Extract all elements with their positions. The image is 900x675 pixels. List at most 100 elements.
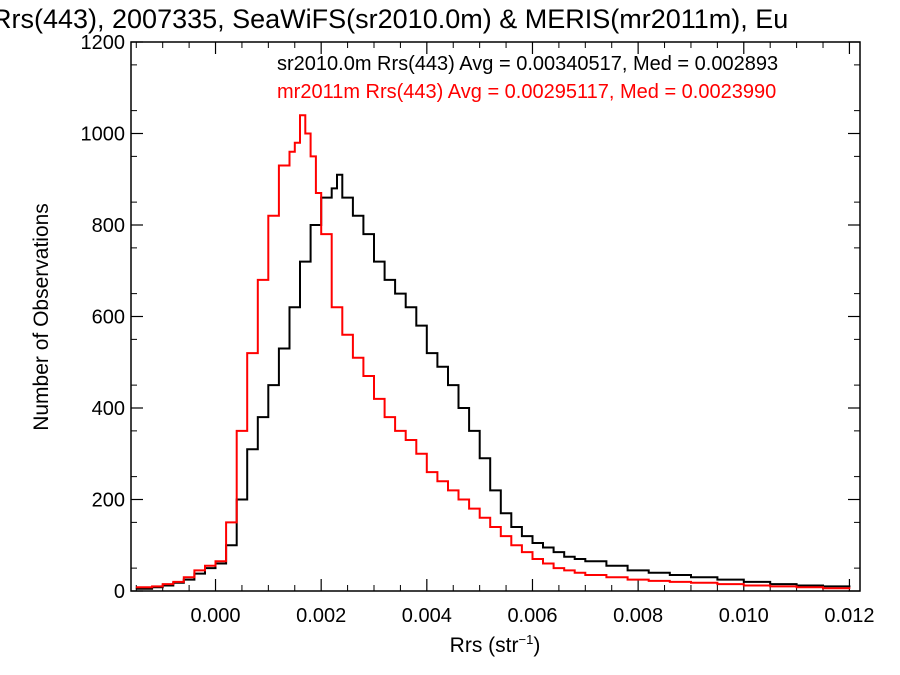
series-1-point bbox=[405, 439, 407, 441]
annotation-red-stats: mr2011m Rrs(443) Avg = 0.00295117, Med =… bbox=[277, 81, 776, 103]
x-tick-label: 0.004 bbox=[402, 605, 452, 627]
series-1-point bbox=[278, 164, 280, 167]
series-1-point bbox=[267, 215, 269, 217]
series-1-point bbox=[584, 574, 586, 576]
x-axis-label: Rrs (str−1) bbox=[450, 632, 541, 657]
series-1-point bbox=[193, 569, 195, 572]
x-tick-label: 0.000 bbox=[190, 605, 240, 627]
series-1-point bbox=[331, 306, 333, 308]
series-1-point bbox=[690, 582, 692, 584]
series-0-point bbox=[384, 279, 386, 281]
series-1-point bbox=[315, 192, 317, 194]
series-0-point bbox=[521, 535, 523, 537]
series-1-point bbox=[796, 586, 798, 588]
series-1-point bbox=[510, 544, 512, 546]
x-tick-label: 0.006 bbox=[507, 605, 557, 627]
series-0-point bbox=[288, 306, 291, 308]
series-1-point bbox=[362, 375, 364, 377]
series-0-point bbox=[394, 293, 396, 295]
series-0-point bbox=[553, 551, 555, 553]
series-1-point bbox=[246, 352, 248, 354]
series-0-point bbox=[627, 569, 629, 572]
series-1-point bbox=[648, 580, 650, 582]
series-1-point bbox=[299, 114, 301, 116]
series-0-point bbox=[500, 512, 502, 514]
series-1-point bbox=[236, 430, 238, 432]
series-0-point bbox=[574, 558, 576, 560]
series-1-point bbox=[521, 551, 523, 553]
series-1-point bbox=[531, 558, 534, 560]
x-tick-label: 0.010 bbox=[719, 605, 769, 627]
x-axis: 0.000 0.002 0.004 0.006 0.008 0.010 0.012 bbox=[135, 42, 874, 627]
series-1-point bbox=[135, 586, 137, 588]
x-axis-label-end: ) bbox=[533, 634, 540, 657]
series-0-point bbox=[716, 579, 719, 581]
annotation-black-stats: sr2010.0m Rrs(443) Avg = 0.00340517, Med… bbox=[277, 53, 778, 75]
series-0-point bbox=[135, 588, 137, 590]
series-line-1 bbox=[136, 114, 851, 590]
series-1-point bbox=[172, 581, 174, 583]
series-1-point bbox=[468, 508, 470, 510]
series-0-point bbox=[468, 430, 470, 432]
series-1-point bbox=[447, 489, 449, 491]
series-1-point bbox=[352, 357, 354, 359]
series-1-point bbox=[162, 583, 164, 585]
series-1-point bbox=[769, 585, 771, 588]
series-1-point bbox=[257, 279, 259, 281]
series-1-point bbox=[457, 498, 460, 501]
series-1-point bbox=[394, 430, 396, 432]
series-1-point bbox=[151, 585, 153, 588]
series-0-point bbox=[447, 384, 449, 386]
x-tick-label: 0.002 bbox=[296, 605, 346, 627]
x-tick-label: 0.008 bbox=[613, 605, 663, 627]
series-1-point bbox=[627, 579, 629, 581]
series-0-point bbox=[563, 556, 565, 558]
y-tick-label: 600 bbox=[92, 307, 125, 329]
series-1-point bbox=[341, 334, 343, 336]
series-1-point bbox=[822, 587, 824, 589]
series-0-point bbox=[457, 407, 460, 409]
series-0-point bbox=[479, 457, 481, 459]
series-1-point bbox=[384, 416, 386, 418]
chart-title: Rrs(443), 2007335, SeaWiFS(sr2010.0m) & … bbox=[0, 4, 788, 34]
series-1-point bbox=[426, 471, 428, 473]
series-0-point bbox=[267, 384, 269, 386]
y-tick-label: 0 bbox=[114, 581, 125, 603]
y-tick-label: 1200 bbox=[81, 32, 126, 54]
y-tick-label: 400 bbox=[92, 398, 125, 420]
y-tick-label: 1000 bbox=[81, 124, 126, 146]
series-1-point bbox=[563, 569, 565, 572]
series-0-point bbox=[648, 572, 650, 574]
series-1-point bbox=[605, 576, 608, 578]
series-1-point bbox=[183, 576, 185, 578]
series-0-point bbox=[246, 448, 248, 450]
series-0-point bbox=[336, 174, 338, 176]
x-tick-label: 0.012 bbox=[824, 605, 874, 627]
series-0-point bbox=[605, 565, 608, 567]
series-0-point bbox=[669, 574, 671, 576]
series-1-point bbox=[320, 233, 322, 235]
series-1-point bbox=[574, 572, 576, 574]
series-1-point bbox=[669, 581, 671, 583]
series-1-point bbox=[214, 560, 217, 562]
series-0-point bbox=[584, 560, 586, 562]
series-0-point bbox=[426, 352, 428, 354]
series-1-point bbox=[489, 526, 491, 528]
series-1-point bbox=[848, 588, 851, 590]
series-1-point bbox=[716, 583, 719, 585]
series-1-point bbox=[415, 453, 417, 455]
series-1-point bbox=[294, 142, 296, 144]
series-1-point bbox=[500, 535, 502, 537]
series-0-point bbox=[743, 581, 745, 583]
y-tick-label: 200 bbox=[92, 490, 125, 512]
plot-frame bbox=[130, 41, 861, 592]
series-0-point bbox=[415, 325, 417, 327]
series-1-point bbox=[743, 584, 745, 587]
series-0-point bbox=[510, 526, 512, 528]
series-1-point bbox=[479, 517, 481, 519]
series-1-point bbox=[310, 155, 312, 157]
series-0-point bbox=[299, 261, 301, 263]
series-0-point bbox=[278, 347, 280, 350]
series-0-point bbox=[310, 224, 312, 226]
